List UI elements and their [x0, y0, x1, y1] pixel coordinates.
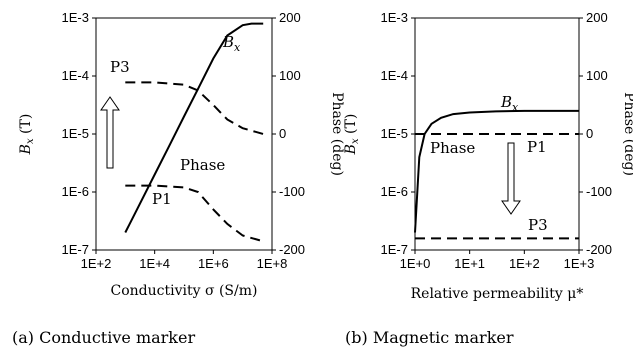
y-axis-left-title-sub: x [25, 138, 36, 144]
y-left-tick-label: 1E-6 [381, 184, 408, 199]
y-right-tick-label: 200 [586, 10, 608, 25]
caption-b: (b) Magnetic marker [345, 328, 514, 347]
y-left-tick-label: 1E-5 [62, 126, 89, 141]
y-left-tick-label: 1E-7 [381, 242, 408, 257]
x-axis-title: Conductivity σ (S/m) [111, 283, 258, 299]
phase-label: Phase [430, 139, 475, 157]
series-line-p3 [125, 81, 264, 135]
y-right-tick-label: -200 [586, 242, 612, 257]
down-arrow-icon [501, 142, 521, 215]
bx-label-b: B [222, 33, 234, 51]
y-right-tick-label: 0 [279, 126, 286, 141]
ticks-layer: 1E+0 1E+1 1E+2 1E+3 1E-7 1E-6 1E-5 1E-4 1E-3 -200… [381, 10, 613, 271]
series-line-p1 [125, 184, 264, 243]
y-left-tick-label: 1E-5 [381, 126, 408, 141]
p3-label: P3 [528, 216, 548, 234]
phase-label: Phase [180, 156, 225, 174]
x-tick-label: 1E+0 [400, 256, 431, 271]
y-left-tick-label: 1E-6 [62, 184, 89, 199]
ticks-layer: 1E+2 1E+4 1E+6 1E+8 1E-7 1E-6 1E-5 1E-4 1E-3 -200… [62, 10, 306, 271]
y-left-tick-label: 1E-7 [62, 242, 89, 257]
y-left-tick-label: 1E-3 [381, 10, 408, 25]
caption-a: (a) Conductive marker [12, 328, 195, 347]
chart-panel-conductive-marker: 1E+2 1E+4 1E+6 1E+8 1E-7 1E-6 1E-5 1E-4 1E-3 -200… [12, 10, 345, 347]
y-axis-right-title: Phase (deg) [621, 92, 633, 176]
p3-label: P3 [110, 58, 130, 76]
y-axis-left-title-b: B [18, 144, 34, 155]
y-right-tick-label: 100 [586, 68, 608, 83]
bx-label: Bx [222, 33, 241, 54]
bx-label-b: B [500, 93, 512, 111]
y-right-tick-label: 200 [279, 10, 301, 25]
x-tick-label: 1E+3 [564, 256, 595, 271]
y-axis-left-title: Bx (T) [18, 114, 36, 156]
x-tick-label: 1E+2 [81, 256, 112, 271]
bx-label: Bx [500, 93, 519, 114]
y-axis-left-title: Bx (T) [343, 114, 361, 156]
x-tick-label: 1E+4 [139, 256, 170, 271]
y-axis-left-title-sub: x [350, 138, 361, 144]
y-right-tick-label: 0 [586, 126, 593, 141]
x-tick-label: 1E+8 [257, 256, 288, 271]
y-right-tick-label: -100 [279, 184, 305, 199]
y-axis-right-title: Phase (deg) [329, 92, 345, 176]
series-line-bx [414, 109, 579, 233]
p1-label: P1 [527, 138, 547, 156]
y-right-tick-label: -100 [586, 184, 612, 199]
y-left-tick-label: 1E-3 [62, 10, 89, 25]
chart-panel-magnetic-marker: 1E+0 1E+1 1E+2 1E+3 1E-7 1E-6 1E-5 1E-4 1E-3 -200… [343, 10, 633, 347]
bx-label-sub: x [512, 101, 519, 114]
y-left-tick-label: 1E-4 [381, 68, 408, 83]
x-axis-title: Relative permeability μ* [411, 286, 584, 302]
y-axis-left-title-unit: (T) [343, 114, 359, 139]
y-axis-left-title-unit: (T) [18, 114, 34, 139]
x-tick-label: 1E+1 [454, 256, 485, 271]
x-tick-label: 1E+6 [198, 256, 229, 271]
y-axis-left-title-b: B [343, 144, 359, 155]
y-right-tick-label: 100 [279, 68, 301, 83]
bx-label-sub: x [234, 41, 241, 54]
x-tick-label: 1E+2 [509, 256, 540, 271]
p1-label: P1 [152, 190, 172, 208]
y-left-tick-label: 1E-4 [62, 68, 89, 83]
plot-area-frame [95, 17, 273, 251]
series-layer [414, 109, 579, 240]
up-arrow-icon [100, 96, 120, 169]
y-right-tick-label: -200 [279, 242, 305, 257]
series-layer [124, 22, 264, 243]
